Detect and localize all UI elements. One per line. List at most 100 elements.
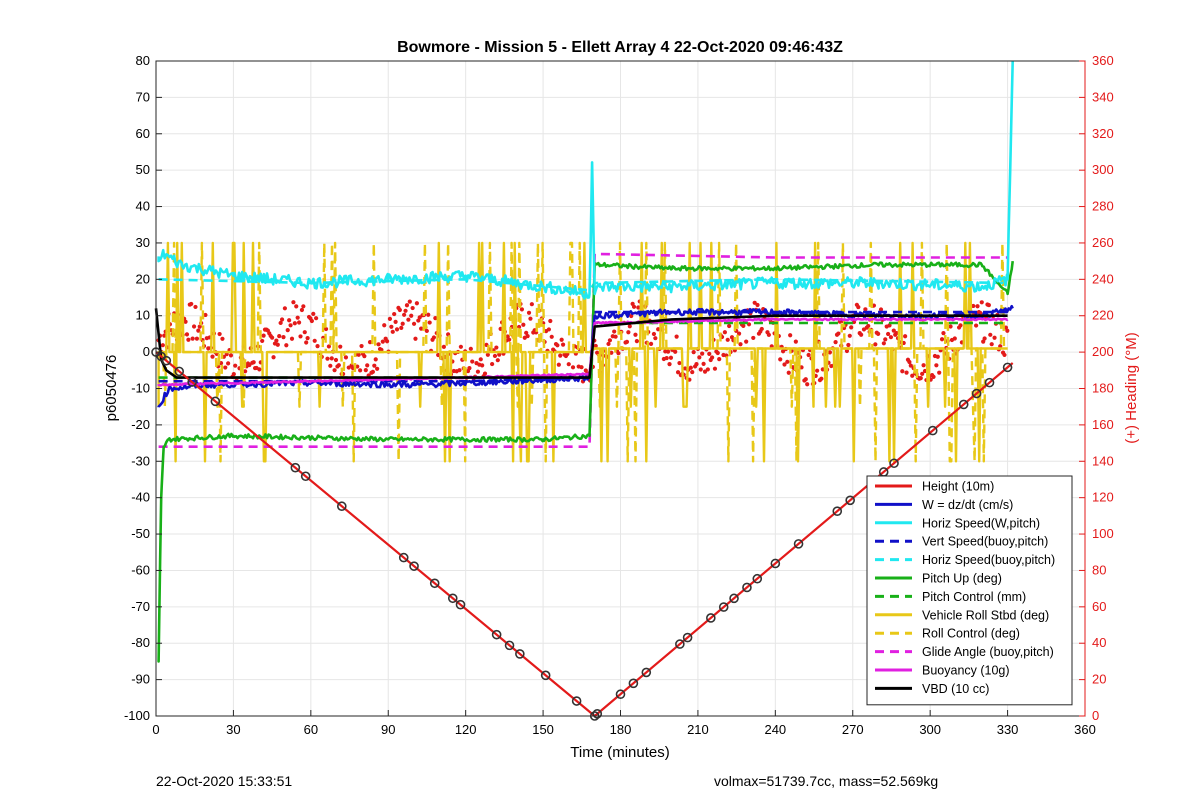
- heading-dot: [311, 311, 316, 316]
- series-line: [157, 60, 1014, 300]
- heading-dot: [287, 318, 292, 323]
- y-tick-label: -100: [124, 708, 150, 723]
- y2-tick-label: 240: [1092, 271, 1114, 286]
- heading-dot: [359, 343, 364, 349]
- heading-dot: [782, 362, 787, 367]
- heading-dot: [694, 362, 699, 367]
- dive-marker: [718, 602, 729, 612]
- dive-marker: [429, 578, 440, 589]
- heading-dot: [793, 339, 798, 344]
- y-tick-label: -30: [131, 453, 150, 468]
- y2-tick-label: 0: [1092, 708, 1099, 723]
- y-tick-label: -90: [131, 672, 150, 687]
- legend-label: Pitch Control (mm): [922, 590, 1026, 604]
- legend-label: Buoyancy (10g): [922, 664, 1010, 678]
- heading-dot: [203, 312, 208, 318]
- heading-dot: [883, 337, 888, 342]
- heading-dot: [900, 369, 905, 374]
- y2-tick-label: 60: [1092, 599, 1106, 614]
- heading-dot: [301, 304, 306, 309]
- y2-tick-label: 180: [1092, 381, 1114, 396]
- y2-tick-label: 100: [1092, 526, 1114, 541]
- heading-dot: [390, 329, 395, 334]
- heading-dot: [549, 334, 554, 339]
- dive-marker: [1002, 362, 1013, 373]
- y-tick-label: 0: [143, 344, 150, 359]
- heading-dot: [384, 339, 390, 344]
- heading-dot: [631, 304, 637, 309]
- heading-dot: [556, 362, 561, 367]
- y-tick-label: 20: [136, 271, 150, 286]
- heading-dot: [370, 369, 375, 374]
- heading-dot: [184, 332, 190, 337]
- heading-dot: [416, 318, 421, 323]
- dive-marker: [336, 501, 347, 512]
- heading-dot: [243, 369, 248, 374]
- y2-tick-label: 260: [1092, 235, 1114, 250]
- heading-dot: [160, 343, 165, 348]
- heading-dot: [931, 374, 936, 379]
- heading-dot: [981, 339, 986, 344]
- dive-marker: [615, 689, 626, 700]
- heading-dot: [727, 323, 732, 329]
- heading-dot: [270, 335, 275, 340]
- heading-dot: [653, 336, 658, 341]
- dive-marker: [571, 696, 582, 706]
- heading-dot: [193, 304, 198, 310]
- x-tick-label: 240: [764, 722, 786, 737]
- heading-dot: [974, 323, 979, 328]
- heading-dot: [298, 334, 303, 339]
- heading-dot: [233, 363, 238, 368]
- legend-label: Roll Control (deg): [922, 627, 1020, 641]
- x-tick-label: 150: [532, 722, 554, 737]
- heading-dot: [355, 364, 360, 369]
- dive-marker: [706, 613, 716, 623]
- heading-dot: [413, 336, 418, 341]
- y-tick-label: -70: [131, 599, 150, 614]
- heading-dot: [634, 339, 639, 344]
- y2-tick-label: 120: [1092, 490, 1114, 505]
- series-line: [157, 260, 1014, 663]
- heading-dot: [494, 345, 499, 350]
- dive-marker: [752, 573, 763, 584]
- heading-dot: [989, 342, 994, 347]
- y-tick-label: 40: [136, 199, 150, 214]
- dive-marker: [540, 670, 551, 681]
- heading-dot: [948, 324, 953, 329]
- heading-dot: [424, 328, 429, 334]
- heading-dot: [475, 369, 481, 374]
- heading-dot: [190, 336, 195, 341]
- heading-dot: [935, 354, 940, 359]
- heading-dot: [1002, 352, 1007, 358]
- y-tick-label: -60: [131, 562, 150, 577]
- heading-dot: [403, 308, 408, 313]
- dive-marker: [770, 558, 781, 569]
- heading-dot: [277, 333, 282, 339]
- x-tick-label: 90: [381, 722, 395, 737]
- heading-dot: [457, 368, 462, 373]
- heading-dot: [558, 353, 563, 358]
- heading-dot: [480, 363, 485, 368]
- heading-dot: [419, 326, 424, 331]
- heading-dot: [921, 363, 926, 368]
- heading-dot: [485, 352, 490, 357]
- heading-dot: [627, 324, 632, 329]
- y-tick-label: 60: [136, 126, 150, 141]
- heading-dot: [941, 331, 946, 336]
- heading-dot: [710, 355, 715, 360]
- heading-dot: [570, 365, 576, 370]
- heading-dot: [677, 360, 682, 366]
- y2-tick-label: 300: [1092, 162, 1114, 177]
- heading-dot: [417, 315, 422, 320]
- heading-dot: [294, 304, 299, 309]
- heading-dot: [907, 359, 912, 365]
- y2-axis-label: (+) Heading (°M): [1123, 332, 1140, 443]
- dive-marker: [174, 366, 185, 377]
- heading-dot: [363, 367, 368, 373]
- heading-dot: [231, 372, 236, 377]
- heading-dot: [186, 337, 191, 342]
- heading-dot: [894, 330, 899, 336]
- legend-label: W = dz/dt (cm/s): [922, 498, 1013, 512]
- heading-dot: [394, 327, 400, 332]
- x-tick-label: 0: [152, 722, 159, 737]
